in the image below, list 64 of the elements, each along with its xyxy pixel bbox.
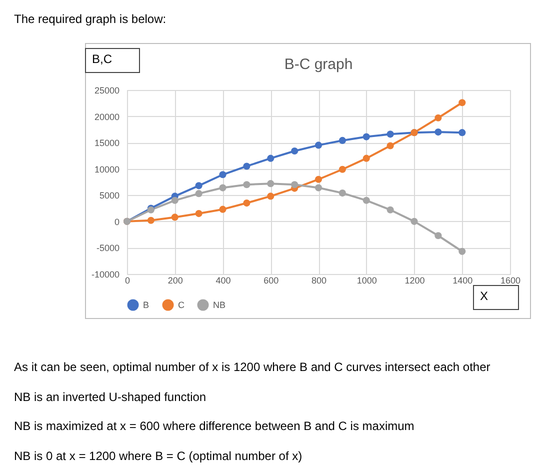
point xyxy=(314,142,322,149)
point xyxy=(338,136,346,144)
x-tick-label: 1200 xyxy=(404,276,425,286)
point xyxy=(338,166,346,173)
point xyxy=(219,184,226,192)
point xyxy=(338,190,346,197)
point xyxy=(291,147,298,155)
y-tick-label: 5000 xyxy=(99,190,120,201)
text: NB is 0 at x = 1200 where B = C (optimal number of x) xyxy=(14,448,302,462)
point xyxy=(243,162,250,170)
point xyxy=(314,184,322,192)
chart-title: B-C graph xyxy=(284,56,353,73)
legend-label: B xyxy=(143,300,150,310)
point xyxy=(243,200,250,207)
y-tick-label: 25000 xyxy=(94,86,120,96)
y-tick-label: -10000 xyxy=(91,270,120,280)
point xyxy=(267,192,274,200)
point xyxy=(386,206,394,214)
point xyxy=(267,180,274,188)
y-tick-label: 20000 xyxy=(94,112,120,122)
point xyxy=(362,154,370,162)
point xyxy=(386,142,394,150)
point xyxy=(434,232,442,240)
y-tick-label: 0 xyxy=(114,216,120,227)
point xyxy=(362,196,370,204)
point xyxy=(267,154,274,162)
x-tick-label: 400 xyxy=(216,276,231,286)
y-tick-label: 15000 xyxy=(94,138,120,148)
text: The required graph is below: xyxy=(14,12,166,26)
x-tick-label: 1600 xyxy=(500,276,521,286)
x-axis-title: X xyxy=(473,285,519,310)
y-tick-label: 10000 xyxy=(94,164,120,174)
legend-label: C xyxy=(178,300,185,310)
y-tick-label: -5000 xyxy=(96,243,120,254)
point xyxy=(410,218,418,225)
point xyxy=(314,176,322,183)
x-tick-label: 800 xyxy=(311,276,327,286)
x-tick-label: 200 xyxy=(168,276,183,286)
point xyxy=(147,216,154,224)
point xyxy=(195,190,202,198)
x-tick-label: 600 xyxy=(264,276,279,286)
point xyxy=(434,114,442,122)
point xyxy=(291,181,298,188)
text: As it can be seen, optimal number of x is 1200 where B and C curves intersect each other xyxy=(14,360,490,374)
point xyxy=(219,206,226,213)
point xyxy=(434,128,442,136)
point xyxy=(171,214,178,221)
y-axis-title: B,C xyxy=(85,48,140,73)
point xyxy=(458,248,466,255)
point xyxy=(243,181,250,188)
point xyxy=(386,130,394,138)
point xyxy=(458,129,466,136)
text: NB is maximized at x = 600 where difference between B and C is maximum xyxy=(14,419,414,433)
point xyxy=(171,196,178,204)
x-tick-label: 1000 xyxy=(356,276,377,286)
point xyxy=(362,133,370,140)
point xyxy=(195,210,202,218)
x-tick-label: 0 xyxy=(124,276,130,286)
legend-label: NB xyxy=(213,300,226,310)
text: NB is an inverted U-shaped function xyxy=(14,390,206,404)
x-tick-label: 1400 xyxy=(452,276,473,286)
point xyxy=(458,99,466,106)
point xyxy=(219,171,226,178)
point xyxy=(195,182,202,190)
